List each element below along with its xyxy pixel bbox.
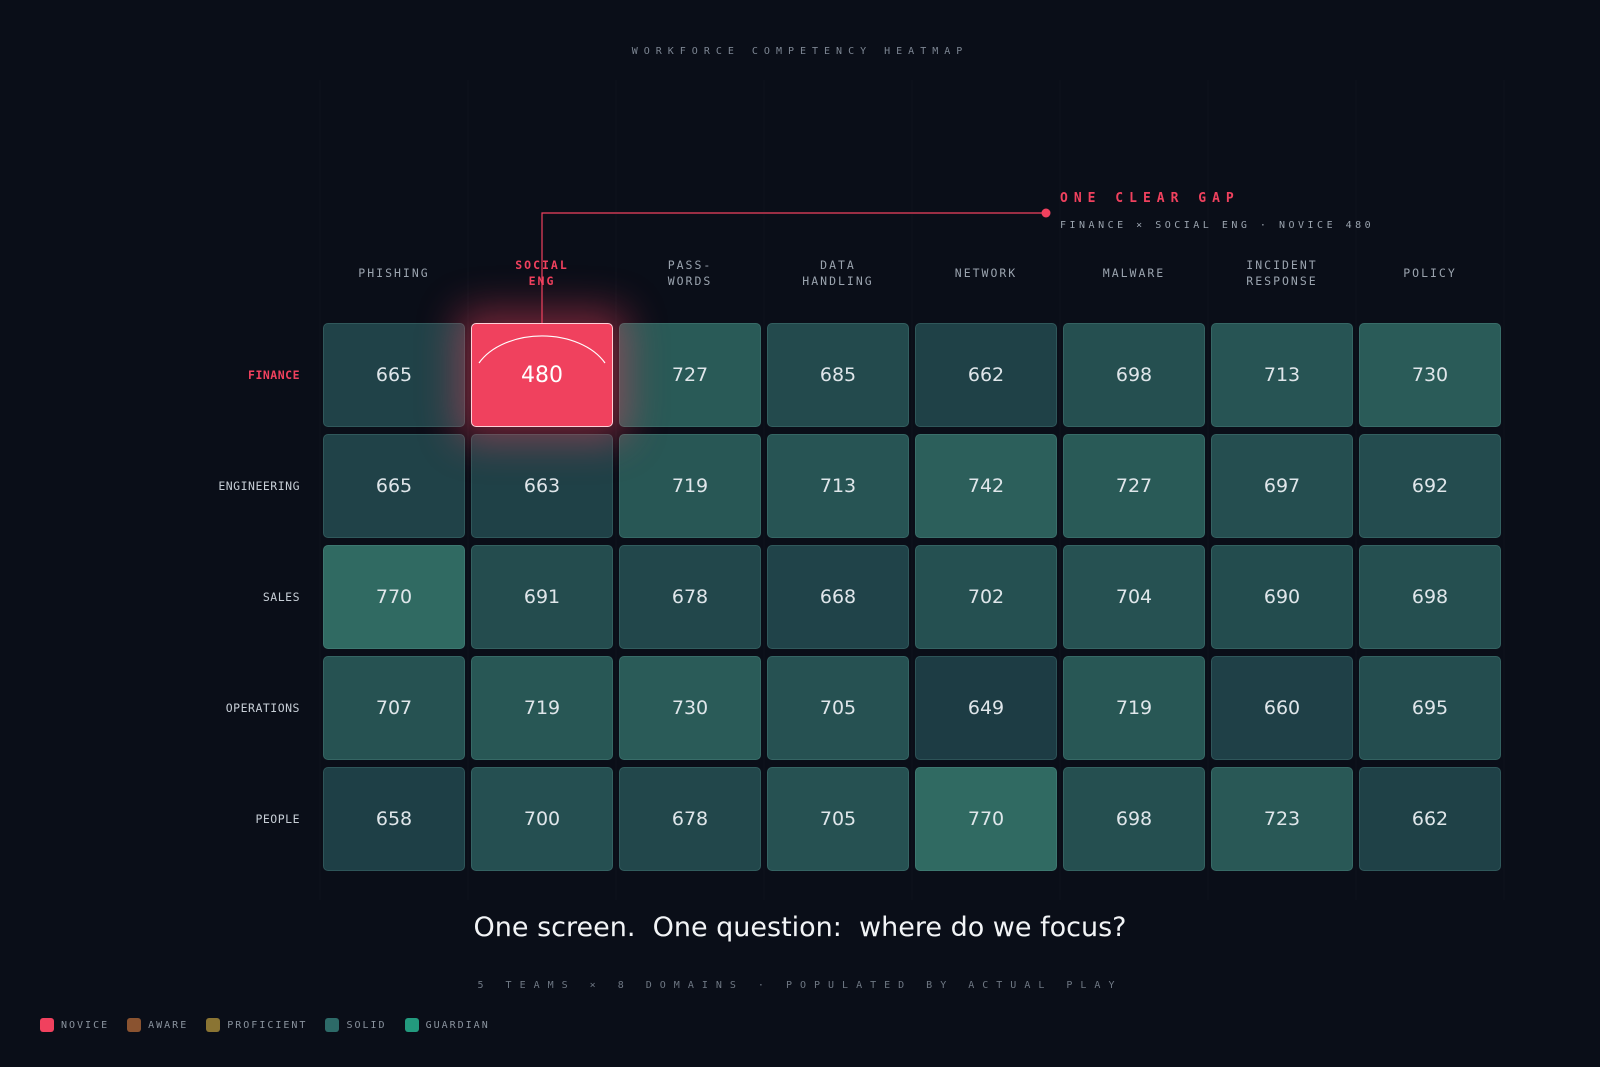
footnote: 5 TEAMS × 8 DOMAINS · POPULATED BY ACTUA… — [477, 980, 1123, 991]
heat-cell: 685 — [767, 323, 909, 427]
heat-cell: 697 — [1211, 434, 1353, 538]
heat-cell: 742 — [915, 434, 1057, 538]
heat-cell: 698 — [1063, 767, 1205, 871]
heat-cell: 695 — [1359, 656, 1501, 760]
column-label: MALWARE — [1102, 266, 1166, 280]
legend-item: SOLID — [325, 1018, 386, 1032]
heat-cell: 665 — [323, 323, 465, 427]
legend-label: SOLID — [346, 1019, 387, 1031]
row-label: FINANCE — [248, 368, 300, 382]
heat-cell: 707 — [323, 656, 465, 760]
legend-swatch — [127, 1018, 142, 1032]
heat-cell: 702 — [915, 545, 1057, 649]
column-label: INCIDENT RESPONSE — [1246, 258, 1318, 288]
heat-cell: 480 — [471, 323, 613, 427]
heat-cell: 662 — [1359, 767, 1501, 871]
legend-item: PROFICIENT — [206, 1018, 307, 1032]
heat-cell: 649 — [915, 656, 1057, 760]
chart-title: WORKFORCE COMPETENCY HEATMAP — [631, 46, 969, 57]
annotation-title: ONE CLEAR GAP — [1060, 191, 1240, 206]
heat-cell: 663 — [471, 434, 613, 538]
heat-cell: 719 — [1063, 656, 1205, 760]
column-label: PASS-WORDS — [667, 258, 713, 288]
legend-label: AWARE — [148, 1019, 189, 1031]
heat-cell: 770 — [323, 545, 465, 649]
heat-cell: 770 — [915, 767, 1057, 871]
heat-cell: 658 — [323, 767, 465, 871]
legend: NOVICE AWARE PROFICIENT SOLID GUARDIAN — [40, 1018, 490, 1032]
legend-item: NOVICE — [40, 1018, 109, 1032]
heat-cell: 678 — [619, 767, 761, 871]
heat-cell: 704 — [1063, 545, 1205, 649]
heat-cell: 730 — [1359, 323, 1501, 427]
row-label: SALES — [262, 590, 300, 604]
heat-cell: 705 — [767, 767, 909, 871]
headline: One screen. One question: where do we fo… — [473, 912, 1127, 943]
column-label: POLICY — [1403, 266, 1457, 280]
column-label: PHISHING — [358, 266, 430, 280]
legend-item: AWARE — [127, 1018, 188, 1032]
heat-cell: 723 — [1211, 767, 1353, 871]
legend-label: GUARDIAN — [425, 1019, 490, 1031]
annotation-detail: FINANCE × SOCIAL ENG · NOVICE 480 — [1060, 220, 1375, 231]
heat-cell: 660 — [1211, 656, 1353, 760]
column-label: DATA HANDLING — [802, 258, 874, 288]
heat-cell: 713 — [1211, 323, 1353, 427]
heat-cell: 698 — [1359, 545, 1501, 649]
column-label: SOCIAL ENG — [515, 258, 569, 288]
heat-cell: 698 — [1063, 323, 1205, 427]
legend-swatch — [404, 1018, 419, 1032]
heat-cell: 727 — [619, 323, 761, 427]
legend-swatch — [206, 1018, 221, 1032]
heat-cell: 668 — [767, 545, 909, 649]
heat-cell: 719 — [471, 656, 613, 760]
heat-cell: 727 — [1063, 434, 1205, 538]
heat-cell: 665 — [323, 434, 465, 538]
legend-swatch — [40, 1018, 54, 1032]
legend-swatch — [325, 1018, 340, 1032]
row-label: OPERATIONS — [225, 701, 300, 715]
column-label: NETWORK — [954, 266, 1018, 280]
heat-cell: 662 — [915, 323, 1057, 427]
heat-cell: 730 — [619, 656, 761, 760]
legend-label: NOVICE — [61, 1019, 110, 1031]
heat-cell: 678 — [619, 545, 761, 649]
annotation-dot — [1041, 208, 1051, 218]
legend-item: GUARDIAN — [404, 1018, 490, 1032]
legend-label: PROFICIENT — [227, 1019, 308, 1031]
row-label: PEOPLE — [255, 812, 300, 826]
heat-cell: 705 — [767, 656, 909, 760]
heat-cell: 713 — [767, 434, 909, 538]
heat-cell: 691 — [471, 545, 613, 649]
heat-cell: 700 — [471, 767, 613, 871]
row-label: ENGINEERING — [218, 479, 300, 493]
heat-cell: 719 — [619, 434, 761, 538]
heat-cell: 690 — [1211, 545, 1353, 649]
heat-cell: 692 — [1359, 434, 1501, 538]
